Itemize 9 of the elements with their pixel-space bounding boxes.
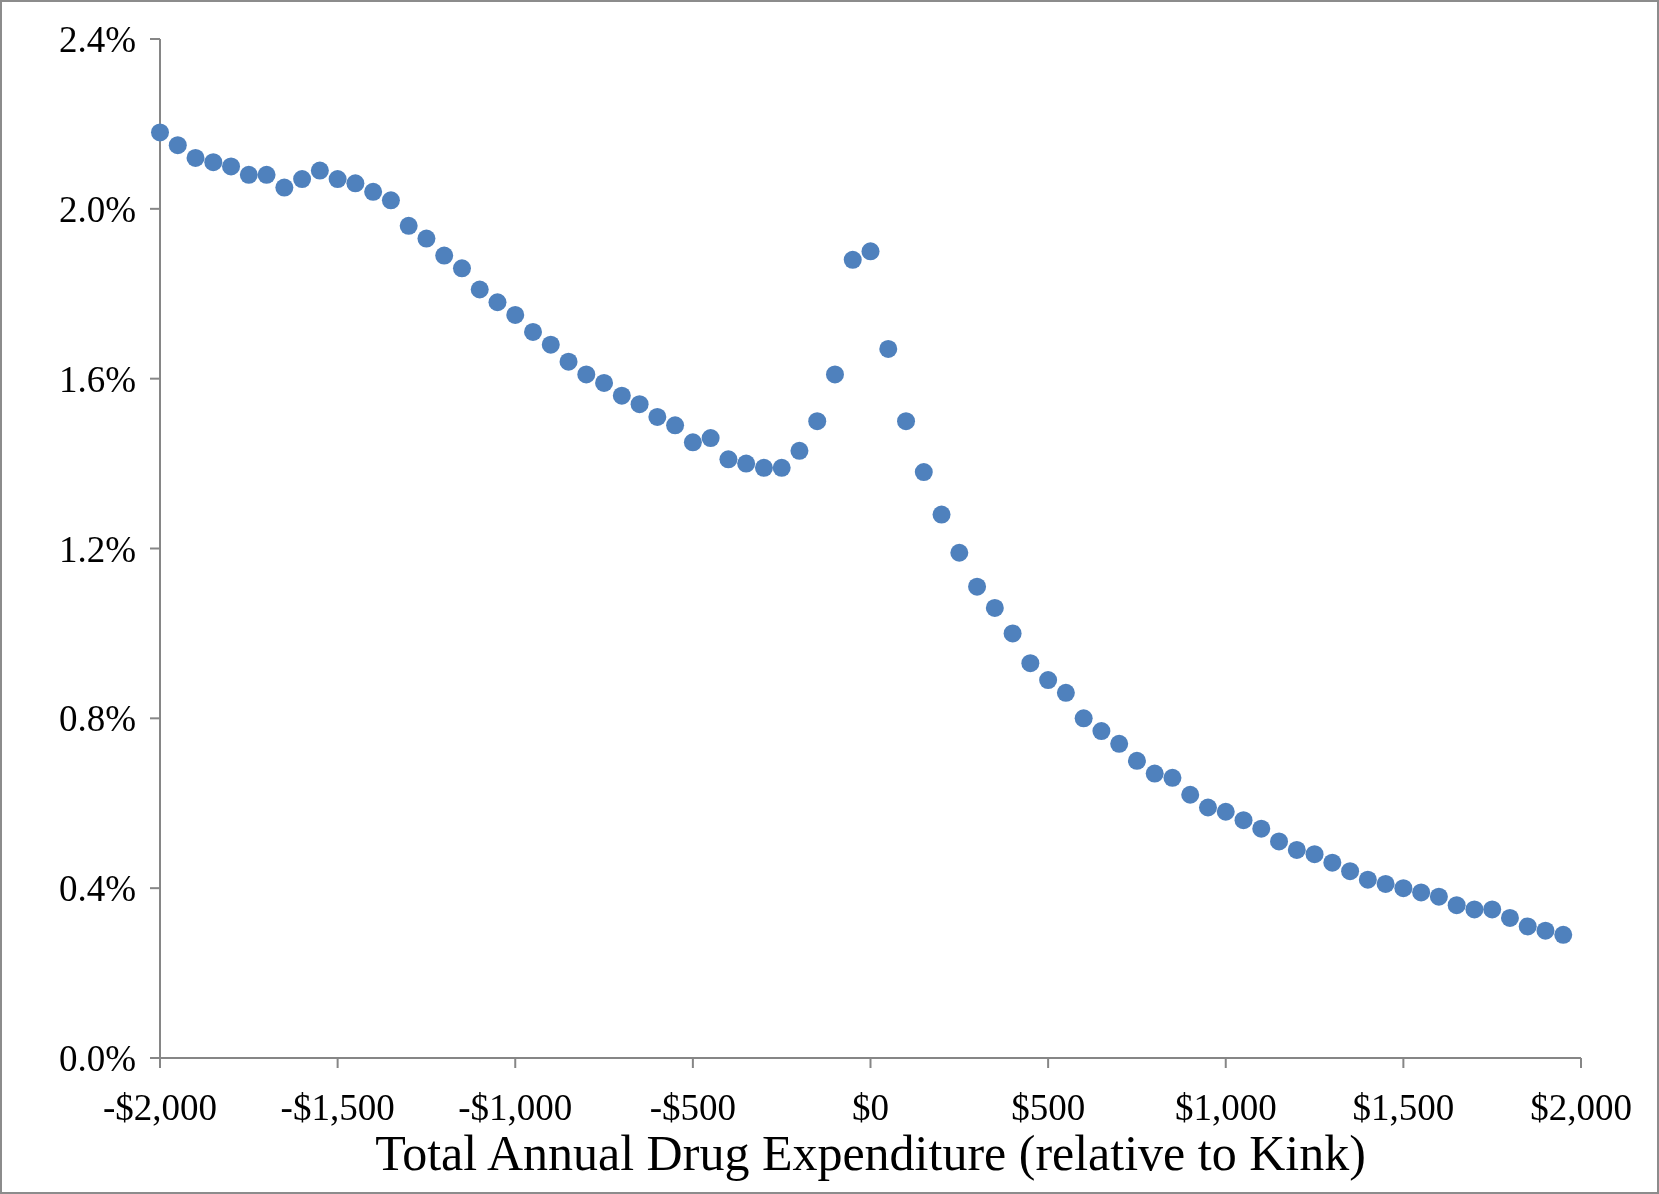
y-tick-label: 0.8% bbox=[58, 698, 136, 740]
x-tick-label: $2,000 bbox=[1530, 1087, 1632, 1129]
y-tick-label: 0.4% bbox=[58, 868, 136, 910]
y-tick-label: 1.6% bbox=[58, 358, 136, 400]
y-tick-label: 2.4% bbox=[58, 19, 136, 61]
y-tick-label: 1.2% bbox=[58, 528, 136, 570]
y-tick-label: 2.0% bbox=[58, 188, 136, 230]
y-tick-label: 0.0% bbox=[58, 1038, 136, 1080]
x-tick-label: -$2,000 bbox=[102, 1087, 218, 1129]
